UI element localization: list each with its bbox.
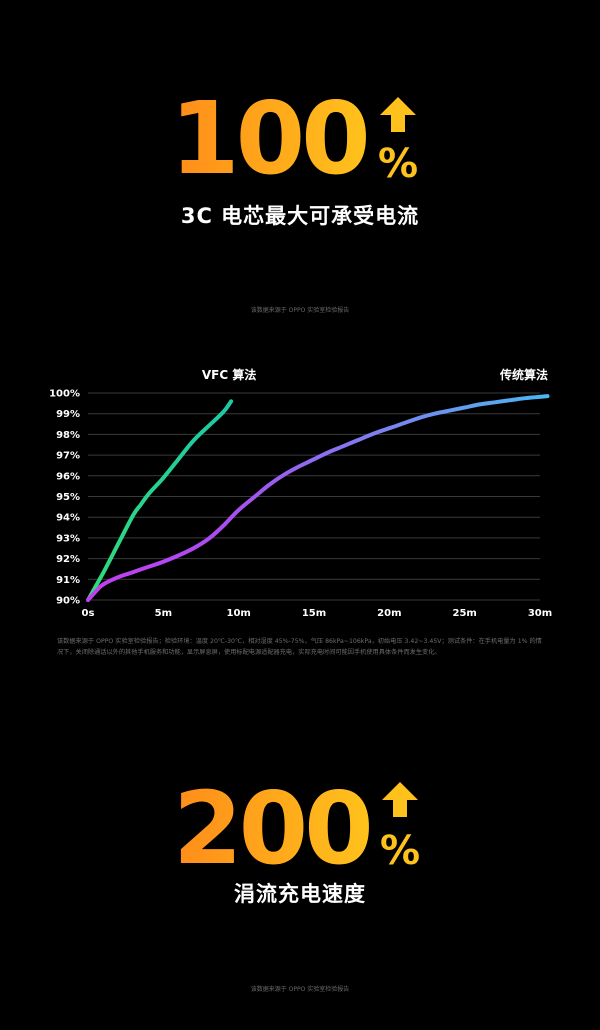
y-tick-label: 96% [56, 471, 80, 482]
x-tick-label: 30m [528, 608, 552, 619]
series-line-vfc [86, 399, 234, 602]
x-tick-label: 0s [82, 608, 95, 619]
stat-bottom: 200 % 涓流充电速度 [0, 762, 600, 962]
y-tick-label: 91% [56, 575, 80, 586]
stat-top-number: 100 [170, 80, 367, 197]
charging-chart: 90% 91% 92% 93% 94% 95% 96% 97% 98% 99% 100% 0s 5m 1… [49, 367, 553, 619]
stat-bottom-percent: % [380, 828, 420, 874]
stat-bottom-label: 涓流充电速度 [234, 882, 366, 906]
chart-series [86, 394, 550, 602]
x-tick-label: 20m [377, 608, 401, 619]
stat-top: 100 % 3C 电芯最大可承受电流 [0, 70, 600, 270]
series-label: VFC 算法 [202, 367, 256, 382]
y-tick-label: 95% [56, 492, 80, 503]
y-axis-ticks: 90% 91% 92% 93% 94% 95% 96% 97% 98% 99% 100% [49, 389, 80, 607]
series-label: 传统算法 [499, 367, 548, 382]
x-tick-label: 10m [226, 608, 250, 619]
y-tick-label: 92% [56, 554, 80, 565]
x-axis-ticks: 0s 5m 10m 15m 20m 25m 30m [82, 608, 553, 619]
note-top: 该数据来源于 OPPO 实验室检验报告 [250, 307, 350, 314]
stat-bottom-number: 200 [173, 770, 370, 887]
x-tick-label: 5m [155, 608, 172, 619]
y-tick-label: 99% [56, 409, 80, 420]
y-tick-label: 90% [56, 596, 80, 607]
up-arrow-icon [380, 97, 416, 132]
y-tick-label: 94% [56, 513, 80, 524]
x-tick-label: 25m [452, 608, 476, 619]
y-tick-label: 97% [56, 451, 80, 462]
note-bottom: 该数据来源于 OPPO 实验室检验报告 [250, 986, 350, 993]
chart-grid [88, 392, 540, 601]
series-line-traditional [86, 394, 550, 602]
chart-series-labels: VFC 算法 传统算法 [202, 367, 548, 382]
stat-top-percent: % [378, 141, 418, 187]
stat-bottom-graphic: 200 % [173, 770, 420, 887]
stat-top-graphic: 100 % [170, 80, 418, 197]
fine-print: 该数据来源于 OPPO 实验室检验报告；检验环境：温度 20℃-30℃，相对湿度… [57, 638, 542, 656]
y-tick-label: 93% [56, 533, 80, 544]
y-tick-label: 98% [56, 430, 80, 441]
stat-top-label: 3C 电芯最大可承受电流 [180, 204, 420, 228]
y-tick-label: 100% [49, 389, 80, 400]
up-arrow-icon [382, 782, 418, 817]
x-tick-label: 15m [302, 608, 326, 619]
